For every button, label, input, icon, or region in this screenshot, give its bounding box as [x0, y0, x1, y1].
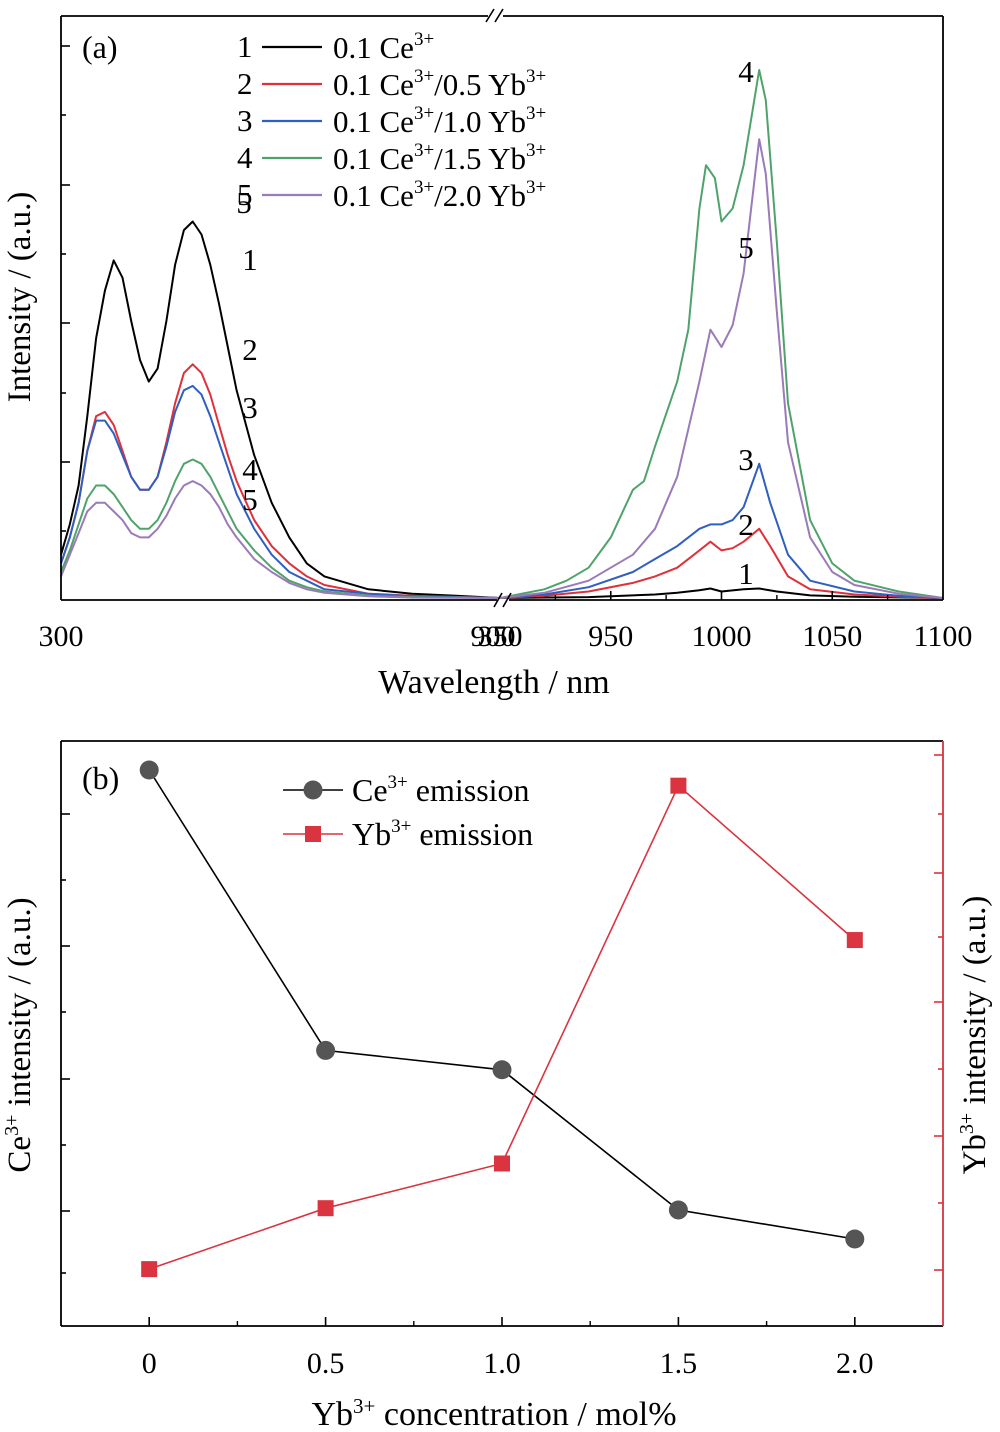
- panel-b: 0 0.5 1.0 1.5 2.0 (b) Yb3+ concentration / m…: [1, 740, 993, 1432]
- panel-b-legend: Ce3+ emission Yb3+ emission: [283, 772, 533, 852]
- panel-b-ce-point: [845, 1229, 865, 1249]
- panel-a-break-mark-top-2: [494, 8, 504, 23]
- panel-a-peak-label-5: 5: [738, 230, 754, 265]
- panel-a-peak-label-3: 3: [242, 390, 258, 425]
- panel-b-legend-marker: [303, 780, 323, 800]
- panel-a-peak-label-4: 4: [738, 54, 754, 89]
- panel-a-series-3-ce-line: [60, 384, 501, 599]
- panel-a-legend-number: 1: [237, 29, 253, 64]
- panel-a-legend-number: 5: [237, 177, 253, 212]
- panel-b-x-tick-label: 2.0: [836, 1347, 874, 1380]
- panel-a-series-2-ce-line: [60, 363, 501, 599]
- panel-b-x-ticks: 0 0.5 1.0 1.5 2.0: [142, 1317, 874, 1380]
- panel-b-legend-marker: [305, 826, 321, 842]
- panel-a-series-4-ce-line: [60, 458, 501, 599]
- panel-a-curves: [60, 69, 944, 599]
- panel-a-peak-label-4: 4: [242, 452, 258, 487]
- panel-a-series-2-yb-line: [499, 527, 944, 599]
- panel-b-yb-point: [846, 932, 863, 949]
- panel-a-series-5-ce-line: [60, 480, 501, 599]
- panel-b-x-tick-label: 0: [142, 1347, 157, 1380]
- panel-a-label: (a): [82, 29, 118, 65]
- panel-a-break-mark-bottom-1: [493, 592, 503, 608]
- panel-a-legend-entry: 0.1 Ce3+: [333, 29, 434, 65]
- panel-b-yb-point: [141, 1261, 158, 1278]
- panel-b-x-tick-label: 1.5: [660, 1347, 698, 1380]
- panel-a-legend-entry: 0.1 Ce3+/0.5 Yb3+: [333, 66, 546, 102]
- panel-a-legend-entry: 0.1 Ce3+/1.5 Yb3+: [333, 140, 546, 176]
- panel-a-x-tick-label: 300: [39, 620, 84, 653]
- panel-b-ce-point: [492, 1060, 512, 1080]
- panel-a-legend: 1 0.1 Ce3+ 2 0.1 Ce3+/0.5 Yb3+ 3 0.1 Ce3+/1.0…: [237, 29, 546, 213]
- panel-a-peak-label-1: 1: [738, 556, 754, 591]
- panel-b-x-tick-label: 0.5: [307, 1347, 345, 1380]
- panel-b-yb-point: [317, 1200, 334, 1217]
- panel-a-x-tick-label: 950: [588, 620, 633, 653]
- panel-b-ce-point: [139, 760, 159, 780]
- panel-a-break-mark-top-1: [485, 8, 495, 23]
- panel-a-peak-label-3: 3: [738, 442, 754, 477]
- panel-a-legend-entry: 0.1 Ce3+/2.0 Yb3+: [333, 177, 546, 213]
- panel-a-y-ticks: [61, 45, 70, 532]
- panel-b-legend-entry: Yb3+ emission: [352, 816, 533, 852]
- panel-a-x-tick-label: 900: [471, 620, 516, 653]
- panel-b-label: (b): [82, 760, 119, 796]
- panel-a-series-1-ce-line: [60, 220, 501, 599]
- panel-a-peak-label-2: 2: [738, 507, 754, 542]
- panel-b-series-yb-line: [148, 784, 856, 1270]
- panel-b-x-tick-label: 1.0: [483, 1347, 521, 1380]
- panel-a-break-mark-bottom-2: [502, 592, 512, 608]
- panel-a-legend-number: 3: [237, 103, 253, 138]
- panel-a-legend-entry: 0.1 Ce3+/1.0 Yb3+: [333, 103, 546, 139]
- panel-b-x-axis-label: Yb3+ concentration / mol%: [311, 1394, 676, 1432]
- panel-b-ce-point: [316, 1040, 336, 1060]
- panel-b-series: [139, 760, 865, 1278]
- panel-a-series-3-yb-line: [499, 462, 944, 599]
- panel-a-x-tick-label: 350: [478, 620, 523, 653]
- panel-a-x-tick-label: 1050: [802, 620, 862, 653]
- panel-b-legend-entry: Ce3+ emission: [352, 772, 530, 808]
- panel-a-peak-label-2: 2: [242, 332, 258, 367]
- panel-a-peak-label-5: 5: [242, 482, 258, 517]
- panel-b-left-y-axis-label: Ce3+ intensity / (a.u.): [1, 897, 38, 1172]
- panel-a-series-5-yb-line: [499, 138, 944, 599]
- panel-a-x-axis-label: Wavelength / nm: [378, 664, 609, 701]
- panel-a-peak-label-1: 1: [242, 242, 258, 277]
- panel-b-yb-point: [494, 1155, 510, 1172]
- panel-a-legend-number: 2: [237, 66, 253, 101]
- panel-b-yb-point: [670, 777, 687, 794]
- panel-a-peak-label-5: 5: [236, 185, 252, 220]
- panel-a-x-tick-label: 1000: [692, 620, 752, 653]
- panel-b-right-y-axis-label: Yb3+ intensity / (a.u.): [956, 896, 993, 1175]
- panel-a-series-4-yb-line: [499, 69, 944, 599]
- panel-b-right-y-ticks: [934, 754, 943, 1271]
- panel-b-left-y-ticks: [61, 813, 70, 1274]
- panel-a-x-tick-label: 1100: [914, 620, 973, 653]
- panel-a-legend-number: 4: [237, 140, 253, 175]
- panel-b-ce-point: [668, 1200, 688, 1220]
- panel-a-y-axis-label: Intensity / (a.u.): [2, 192, 38, 403]
